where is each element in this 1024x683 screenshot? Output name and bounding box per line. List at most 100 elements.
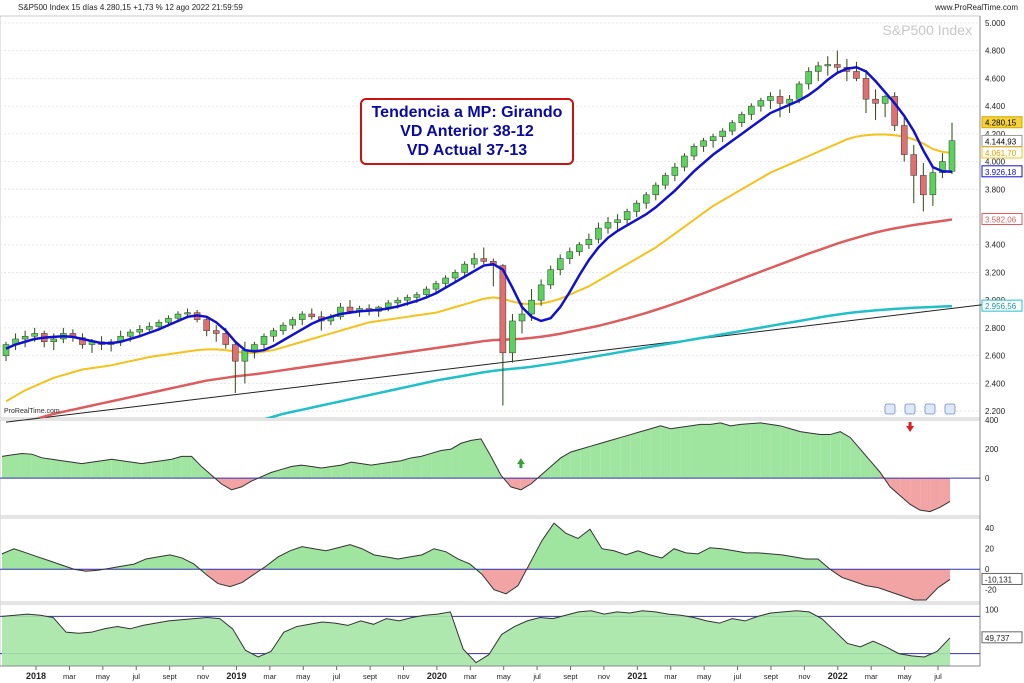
oscillator-1-fill	[151, 460, 162, 479]
ma-fast-line	[5, 66, 953, 353]
x-tick-label: sept	[563, 672, 578, 681]
oscillator-2-fill	[590, 529, 602, 570]
x-tick-label: mar	[865, 672, 878, 681]
price-flag-label: 3.926,18	[985, 168, 1017, 177]
candle-up	[518, 313, 526, 322]
oscillator-1-fill	[660, 425, 671, 479]
candle-up	[461, 263, 468, 273]
candle-up	[279, 324, 287, 331]
candle-up	[126, 331, 134, 337]
oscillator-1-fill	[690, 424, 701, 479]
oscillator-2-fill	[542, 523, 554, 570]
price-tick-label: 4.800	[985, 47, 1006, 56]
x-tick-label: nov	[598, 672, 610, 681]
oscillator-2-fill	[50, 561, 62, 570]
oscillator-2-flag-label: -10,131	[985, 575, 1013, 584]
oscillator-2-tick-label: -20	[985, 586, 997, 595]
candle-up	[652, 184, 660, 196]
event-icon	[924, 403, 936, 415]
oscillator-1-fill	[860, 449, 871, 479]
oscillator-1-fill	[840, 431, 851, 479]
oscillator-1-fill	[141, 462, 152, 479]
candle-up	[547, 269, 554, 286]
oscillator-1-fill	[221, 478, 232, 490]
candle-down	[872, 98, 879, 104]
oscillator-1-fill	[590, 443, 601, 479]
price-tick-label: 2.600	[985, 352, 1006, 361]
candle-up	[509, 320, 516, 354]
price-tick-label: 5.000	[985, 19, 1006, 28]
price-flag	[981, 146, 1023, 159]
oscillator-1-fill	[940, 478, 950, 508]
candle-up	[700, 140, 707, 147]
candle-up	[146, 326, 153, 330]
oscillator-2-fill	[554, 523, 566, 570]
x-tick-label: may	[898, 672, 912, 681]
candle-up	[595, 227, 602, 240]
oscillator-1-fill	[700, 424, 711, 479]
oscillator-1-fill	[830, 431, 841, 479]
oscillator-2-fill	[14, 548, 26, 570]
candle-up	[136, 329, 144, 333]
x-tick-label: 2020	[427, 671, 447, 681]
candle-up	[814, 65, 822, 72]
oscillator-1-fill	[510, 478, 521, 490]
provider-link[interactable]: www.ProRealTime.com	[935, 3, 1018, 12]
oscillator-1-fill	[371, 463, 382, 479]
candle-up	[432, 283, 440, 290]
candle-down	[776, 96, 784, 104]
oscillator-1-fill	[31, 454, 42, 479]
event-icon	[904, 403, 916, 415]
candle-up	[709, 136, 717, 142]
oscillator-1-fill	[730, 424, 741, 479]
oscillator-1-fill	[480, 438, 491, 479]
x-tick-label: 2018	[26, 671, 46, 681]
ma-mid-line	[5, 133, 953, 403]
oscillator-2-fill	[350, 544, 362, 570]
oscillator-2-fill	[674, 548, 686, 570]
candle-up	[929, 172, 937, 196]
x-tick-label: mar	[664, 672, 677, 681]
candle-up	[662, 175, 669, 186]
buy-arrow-icon	[516, 458, 525, 469]
x-tick-label: jul	[933, 672, 942, 681]
x-tick-label: sept	[163, 672, 178, 681]
oscillator-2-fill	[386, 556, 398, 570]
oscillator-2-fill	[746, 552, 758, 570]
x-tick-label: may	[96, 672, 110, 681]
oscillator-2-fill	[938, 569, 950, 588]
candle-up	[881, 96, 889, 104]
oscillator-1-fill	[51, 459, 62, 479]
candle-up	[2, 344, 10, 356]
price-flag-label: 3.582,06	[985, 215, 1017, 224]
oscillator-1-fill	[580, 446, 591, 479]
candle-up	[671, 166, 679, 176]
oscillator-2-fill	[38, 556, 50, 570]
x-tick-label: mar	[63, 672, 76, 681]
oscillator-1-fill	[850, 437, 861, 479]
candle-up	[681, 155, 688, 168]
x-tick-label: may	[497, 672, 511, 681]
candle-down	[920, 175, 927, 196]
x-tick-label: jul	[332, 672, 341, 681]
x-tick-label: jul	[532, 672, 541, 681]
candle-up	[394, 299, 402, 304]
oscillator-2-fill	[410, 554, 422, 570]
oscillator-2-fill	[290, 546, 302, 570]
candle-up	[728, 122, 736, 132]
oscillator-1-fill	[101, 459, 112, 479]
candle-up	[251, 344, 258, 351]
oscillator-2-fill	[530, 540, 542, 570]
x-tick-label: nov	[798, 672, 810, 681]
candle-up	[21, 335, 29, 340]
candle-down	[308, 313, 316, 318]
candle-down	[212, 330, 220, 334]
oscillator-1-fill	[201, 466, 212, 479]
candle-up	[614, 219, 621, 223]
candle-up	[241, 349, 249, 362]
candle-down	[79, 337, 86, 345]
oscillator-1-fill	[391, 460, 402, 479]
price-tick-label: 2.800	[985, 324, 1006, 333]
oscillator-1-fill	[281, 466, 292, 479]
candle-up	[298, 313, 306, 320]
